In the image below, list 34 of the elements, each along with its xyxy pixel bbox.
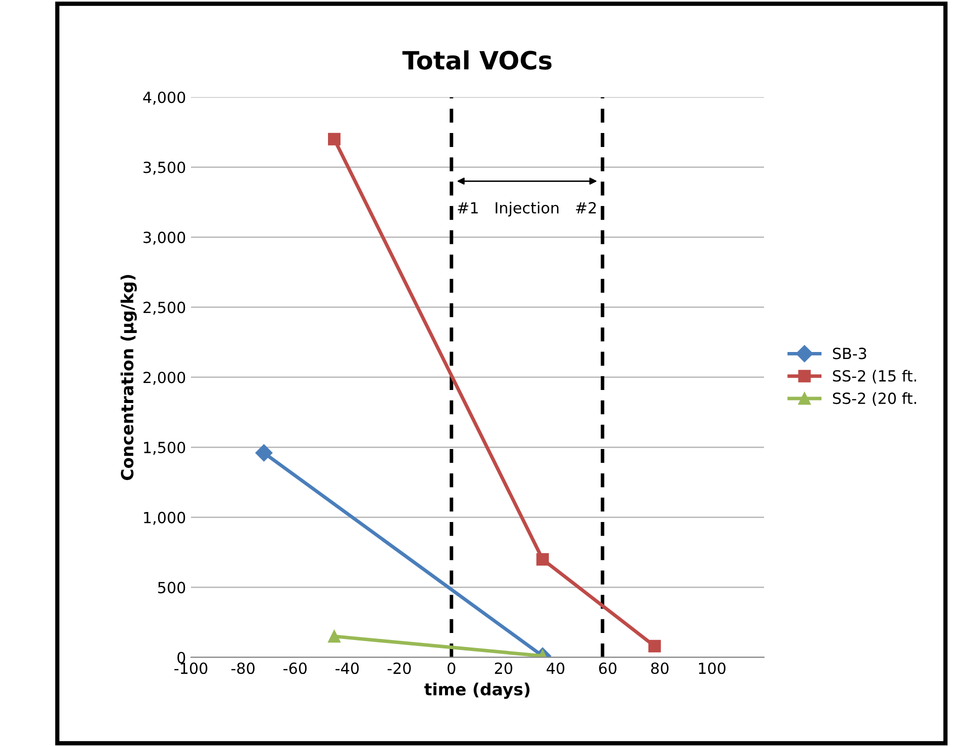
annotation: #1 <box>458 202 478 214</box>
y-tick-label: 3,500 <box>144 162 186 175</box>
y-tick-label: 2,000 <box>144 372 186 385</box>
legend-label: SS-2 (15 ft. <box>832 370 916 384</box>
point <box>328 630 340 643</box>
x-tick-label: 20 <box>494 662 512 674</box>
x-tick-label: -40 <box>336 662 359 674</box>
x-tick-label: -80 <box>231 662 255 674</box>
y-tick-label: 2,500 <box>144 302 186 315</box>
annotation: Injection <box>496 202 558 217</box>
x-tick-label: -60 <box>283 662 307 674</box>
x-tick-label: 0 <box>448 662 456 674</box>
chart-title: Total VOCs <box>402 50 552 70</box>
legend-label: SS-2 (20 ft. <box>832 392 916 406</box>
y-tick-label: 1,000 <box>144 512 186 525</box>
y-tick-label: 4,000 <box>143 92 186 105</box>
x-tick-label: 60 <box>599 662 616 674</box>
x-tick-label: 100 <box>699 662 726 674</box>
legend-label: SB-3 <box>832 348 866 360</box>
y-tick-label: 0 <box>177 652 186 664</box>
x-tick-label: -100 <box>174 662 208 674</box>
y-tick-label: 3,000 <box>144 232 186 245</box>
x-tick-label: 40 <box>546 662 564 674</box>
y-tick-label: 1,500 <box>144 442 186 455</box>
point <box>536 553 549 566</box>
point <box>255 444 272 462</box>
x-axis-title: time (days) <box>424 682 530 699</box>
x-tick-label: 80 <box>651 662 669 674</box>
point <box>328 132 340 146</box>
y-axis-title: Concentration (µg/kg) <box>120 274 137 480</box>
x-tick-label: -20 <box>388 662 411 674</box>
point <box>648 640 661 652</box>
y-tick-label: 500 <box>158 582 186 594</box>
annotation: #2 <box>576 202 596 214</box>
